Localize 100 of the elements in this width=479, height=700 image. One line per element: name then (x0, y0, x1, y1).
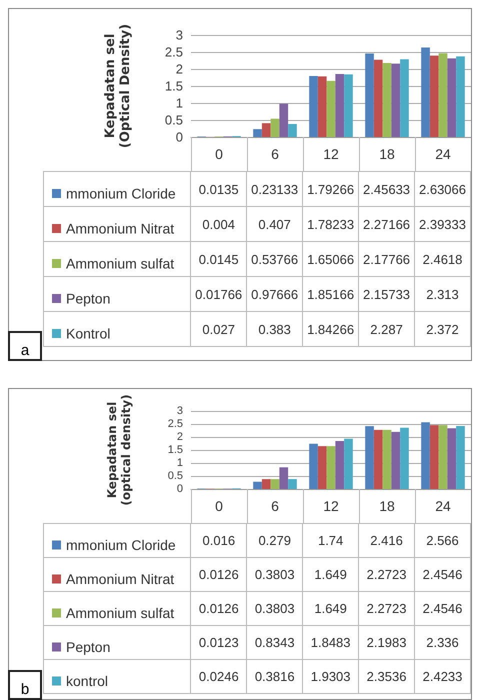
y-tick-label: 1.5 (164, 78, 183, 94)
data-label: 0.3816 (246, 660, 303, 694)
bar (344, 438, 353, 489)
data-label: 1.85166 (302, 276, 359, 312)
bar (279, 467, 288, 489)
data-label: 0.97666 (246, 276, 303, 312)
bar (391, 432, 400, 489)
data-label: 2.416 (358, 524, 415, 558)
data-label: 1.8483 (302, 626, 359, 660)
y-tick-label: 2.5 (168, 418, 183, 430)
bar (382, 62, 392, 137)
y-tick-label: 3 (176, 28, 183, 42)
bar (253, 129, 262, 137)
legend-label: Kontrol (66, 326, 110, 342)
data-label: 0.0126 (190, 592, 247, 626)
y-tick-label: 2 (176, 431, 183, 443)
legend-label: Ammonium sulfat (66, 256, 174, 272)
legend-label: Pepton (66, 290, 110, 306)
legend-label: mmonium Cloride (66, 537, 176, 553)
bar (309, 76, 318, 137)
data-label: 2.39333 (414, 206, 470, 242)
bar (288, 124, 297, 137)
data-label: 0.016 (190, 524, 247, 558)
bar (288, 479, 297, 489)
data-label: 0.3803 (246, 592, 303, 626)
data-label: 0.383 (246, 312, 303, 346)
data-label: 2.4546 (414, 558, 470, 592)
x-tick-label: 24 (435, 498, 451, 514)
bar (400, 428, 409, 489)
bar (365, 53, 374, 137)
x-tick-label: 12 (323, 146, 339, 162)
data-label: 0.0126 (190, 558, 247, 592)
data-label: 0.23133 (246, 172, 303, 206)
data-label: 1.649 (302, 592, 359, 626)
data-label: 2.1983 (358, 626, 415, 660)
data-label: 2.372 (414, 312, 470, 346)
legend-label: Pepton (66, 639, 110, 655)
x-tick-label: 0 (215, 146, 224, 162)
bar (262, 479, 271, 489)
data-label: 2.336 (414, 626, 470, 660)
bar (456, 426, 465, 489)
data-label: 2.2723 (358, 558, 415, 592)
data-label: 2.2723 (358, 592, 415, 626)
data-label: 0.0135 (190, 172, 247, 206)
bar (318, 76, 327, 137)
bar (421, 48, 430, 137)
bar (421, 422, 430, 489)
bar (335, 74, 344, 137)
x-tick-label: 6 (271, 146, 280, 162)
bar (279, 104, 288, 137)
data-label: 2.4546 (414, 592, 470, 626)
x-tick-label: 6 (271, 498, 280, 514)
data-label: 1.79266 (302, 172, 359, 206)
y-tick-label: 3 (176, 405, 183, 417)
data-label: 1.9303 (302, 660, 359, 694)
bar (309, 444, 318, 489)
y-tick-label: 2 (176, 62, 183, 76)
bar (344, 74, 353, 137)
data-label: 2.313 (414, 276, 470, 312)
data-label: 2.3536 (358, 660, 415, 694)
data-label: 0.01766 (190, 276, 247, 312)
data-label: 2.566 (414, 524, 470, 558)
bar (253, 482, 262, 489)
bar (400, 59, 409, 137)
data-label: 0.53766 (246, 242, 303, 276)
bar (391, 64, 400, 137)
bar (270, 118, 280, 137)
y-tick-label: 2.5 (164, 44, 183, 60)
y-axis-title: Kepadatan sel (Optical Density) (103, 24, 133, 148)
legend-label: kontrol (66, 673, 108, 689)
y-tick-label: 1 (176, 96, 183, 110)
data-label: 2.45633 (358, 172, 415, 206)
data-label: 0.3803 (246, 558, 303, 592)
bar (430, 425, 439, 489)
legend-label: Ammonium Nitrat (66, 571, 174, 587)
bar (318, 446, 327, 489)
y-tick-label: 1.5 (168, 444, 183, 456)
data-label: 1.74 (302, 524, 359, 558)
y-tick-label: 0 (176, 130, 183, 144)
data-label: 2.63066 (414, 172, 470, 206)
legend-label: Ammonium Nitrat (66, 220, 174, 236)
data-label: 0.027 (190, 312, 247, 346)
bar (326, 446, 336, 489)
bar (270, 479, 280, 489)
bar (438, 53, 448, 137)
y-tick-label: 0.5 (164, 112, 183, 128)
data-label: 2.4618 (414, 242, 470, 276)
x-tick-label: 0 (215, 498, 224, 514)
data-label: 1.65066 (302, 242, 359, 276)
bar (447, 428, 456, 489)
bar (262, 123, 271, 137)
text: b (8, 670, 42, 700)
data-label: 2.287 (358, 312, 415, 346)
data-label: 0.8343 (246, 626, 303, 660)
bar (326, 80, 336, 137)
legend-label: mmonium Cloride (66, 186, 176, 202)
bar (374, 430, 383, 489)
bar (430, 56, 439, 137)
data-label: 0.0145 (190, 242, 247, 276)
data-label: 2.27166 (358, 206, 415, 242)
